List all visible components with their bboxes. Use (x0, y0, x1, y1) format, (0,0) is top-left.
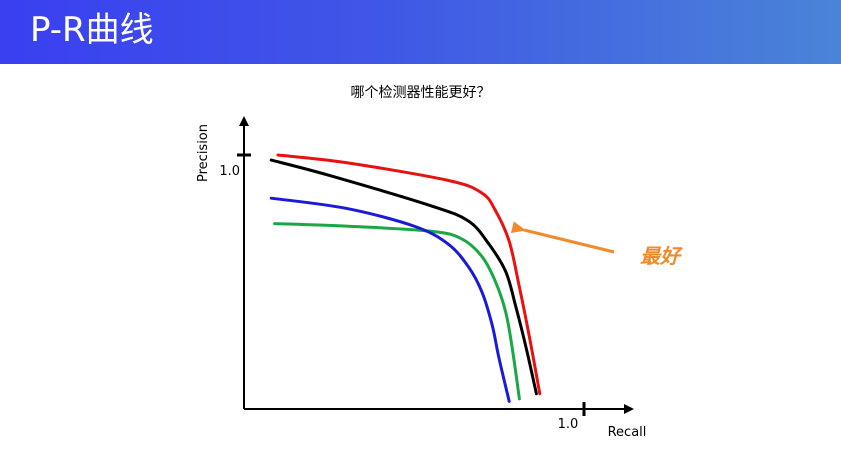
y-axis-label: Precision (196, 124, 211, 182)
y-tick-label: 1.0 (219, 164, 240, 179)
callout-arrow (510, 221, 615, 254)
pr-curve-series-0 (276, 153, 542, 396)
header-bar: P-R曲线 (0, 0, 841, 64)
slide-title: P-R曲线 (30, 10, 154, 50)
chart-question: 哪个检测器性能更好？ (350, 85, 491, 101)
pr-curve-series-1 (269, 158, 538, 396)
x-tick-label: 1.0 (558, 417, 579, 432)
pr-curve-series-3 (273, 222, 521, 401)
pr-curve-series-2 (269, 196, 511, 403)
series-layer (269, 153, 542, 403)
x-axis-label: Recall (608, 425, 647, 440)
best-callout: 最好 (640, 244, 680, 268)
